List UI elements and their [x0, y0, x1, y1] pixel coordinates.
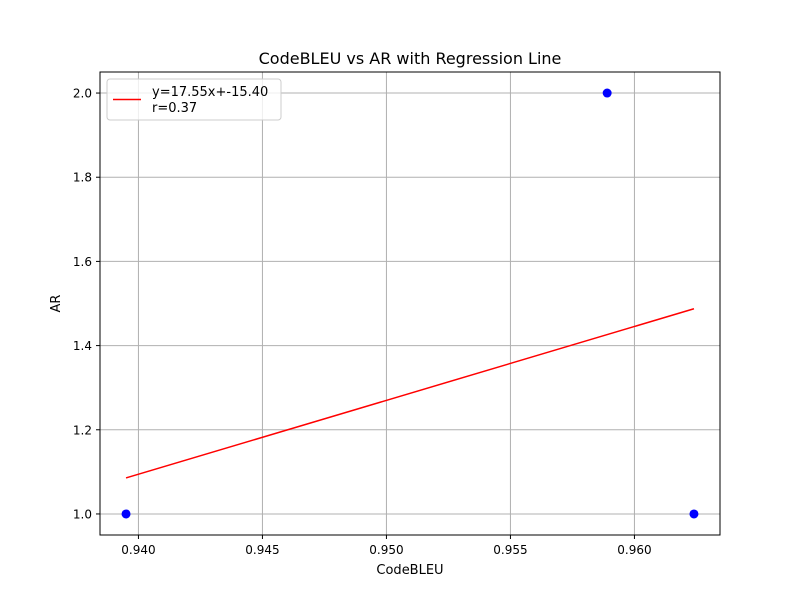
chart-title: CodeBLEU vs AR with Regression Line — [259, 49, 562, 68]
scatter-series — [121, 88, 699, 519]
regression-series — [125, 308, 695, 479]
y-tick-label: 2.0 — [73, 87, 92, 101]
y-tick-label: 1.8 — [73, 171, 92, 185]
y-axis-label: AR — [49, 295, 64, 313]
x-tick-label: 0.940 — [121, 543, 155, 557]
legend-label-line1: y=17.55x+-15.40 — [152, 85, 268, 100]
scatter-point — [689, 509, 699, 519]
x-tick-label: 0.950 — [369, 543, 403, 557]
y-tick-label: 1.6 — [73, 255, 92, 269]
x-tick-label: 0.955 — [493, 543, 527, 557]
y-tick-label: 1.2 — [73, 423, 92, 437]
x-tick-label: 0.960 — [617, 543, 651, 557]
legend-label-line2: r=0.37 — [152, 101, 197, 116]
scatter-point — [602, 88, 612, 98]
legend: y=17.55x+-15.40 r=0.37 — [106, 78, 282, 121]
plot-frame — [99, 71, 721, 536]
grid — [100, 72, 720, 535]
x-axis-label: CodeBLEU — [376, 563, 443, 578]
regression-line — [125, 308, 695, 479]
x-tick-label: 0.945 — [245, 543, 279, 557]
legend-box — [106, 78, 282, 121]
y-tick-label: 1.4 — [73, 339, 92, 353]
y-tick-label: 1.0 — [73, 507, 92, 521]
scatter-point — [121, 509, 131, 519]
axis-ticks: 0.940 0.945 0.950 0.955 0.960 1.0 1.2 1.4 1.6 1.8… — [73, 87, 652, 557]
